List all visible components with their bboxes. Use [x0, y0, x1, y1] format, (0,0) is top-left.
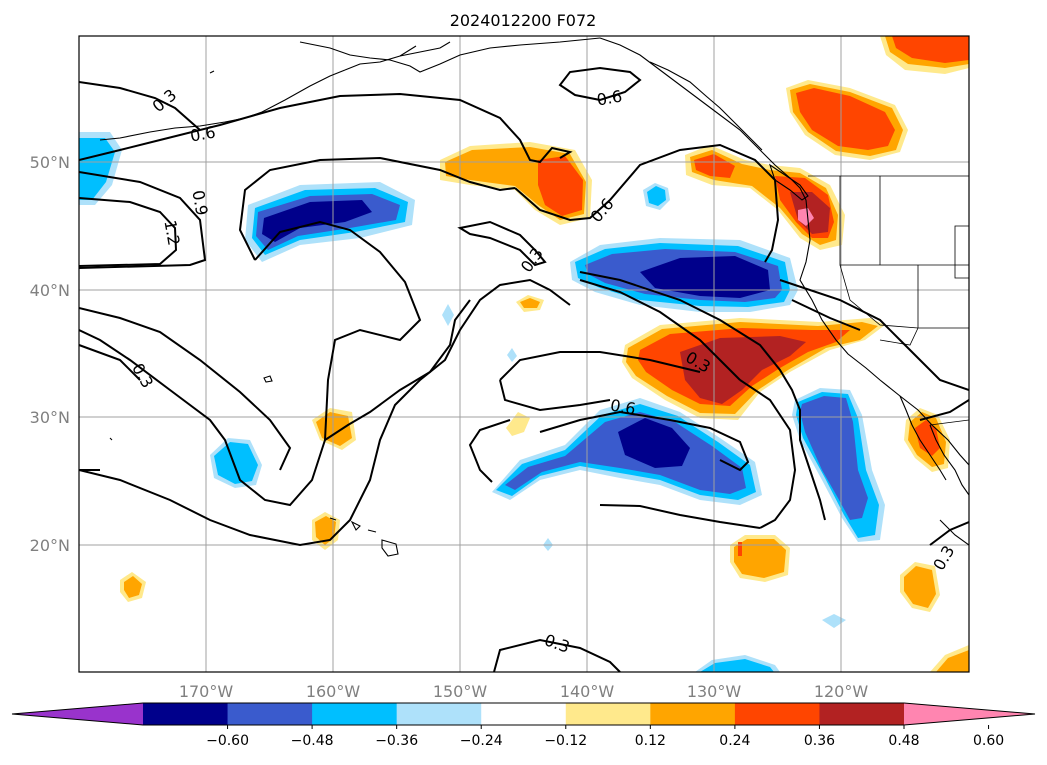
colorbar-tick-label: 0.36: [804, 733, 835, 749]
lat-label-40n: 40°N: [30, 281, 70, 300]
anomaly-pos-ne-corner: [880, 36, 969, 74]
colorbar-segment: [312, 703, 398, 725]
contour-label: 1.2: [160, 219, 183, 247]
colorbar-segment: [734, 703, 820, 725]
anomaly-pos-34n: [622, 318, 885, 420]
colorbar-outline: [11, 702, 1036, 726]
lon-label-130w: 130°W: [687, 682, 742, 701]
colorbar-segment: [565, 703, 651, 725]
colorbar-tick-label: 0.60: [973, 733, 1004, 749]
colorbar-segment: [227, 703, 313, 725]
lat-label-20n: 20°N: [30, 536, 70, 555]
lat-labels: 50°N 40°N 30°N 20°N: [30, 153, 70, 555]
lon-label-120w: 120°W: [814, 682, 869, 701]
anomaly-pos-145w: [440, 142, 592, 225]
colorbar-tick-label: −0.12: [544, 733, 587, 749]
colorbar-ticks: −0.60 −0.48 −0.36 −0.24 −0.12 0.12 0.24 0.36 0.4…: [206, 725, 1004, 749]
contour-label: 0.6: [595, 86, 623, 109]
contour-label: 0.9: [188, 189, 211, 217]
anomaly-neg-120w: [792, 388, 885, 542]
colorbar-segment: [143, 703, 229, 725]
anomaly-neg-160w: [245, 182, 415, 262]
contour-label: 0.6: [609, 395, 637, 418]
colorbar-tick-label: 0.24: [719, 733, 750, 749]
colorbar-extend-max: [904, 703, 1035, 725]
contours: [79, 66, 969, 672]
lat-label-50n: 50°N: [30, 153, 70, 172]
colorbar-tick-label: −0.24: [460, 733, 503, 749]
lat-label-30n: 30°N: [30, 408, 70, 427]
anomaly-neg-40n: [570, 238, 798, 312]
colorbar-tick-label: 0.12: [635, 733, 666, 749]
contour-label: 0.6: [189, 122, 217, 145]
colorbar-tick-label: −0.48: [291, 733, 334, 749]
colorbar-tick-label: 0.48: [888, 733, 919, 749]
colorbar-segment: [481, 703, 567, 725]
coastlines: [99, 37, 969, 557]
colorbar-tick-label: −0.36: [375, 733, 418, 749]
lon-label-150w: 150°W: [433, 682, 488, 701]
plot-frame: [78, 35, 970, 673]
anomaly-pos-53n: [786, 80, 908, 160]
colorbar: [11, 702, 1036, 726]
colorbar-segment: [819, 703, 905, 725]
lon-label-170w: 170°W: [179, 682, 234, 701]
colorbar-segment: [396, 703, 482, 725]
colorbar-segment: [650, 703, 736, 725]
plot-area: 0.3 0.6 0.9 1.2 0.3 0.6 0.6 0.3 0.3 0.6 …: [79, 36, 969, 672]
colorbar-extend-min: [12, 703, 143, 725]
lon-label-140w: 140°W: [560, 682, 615, 701]
map-title: 2024012200 F072: [450, 11, 597, 30]
colorbar-tick-label: −0.60: [206, 733, 249, 749]
lon-label-160w: 160°W: [306, 682, 361, 701]
lon-labels: 170°W 160°W 150°W 140°W 130°W 120°W: [179, 682, 869, 701]
